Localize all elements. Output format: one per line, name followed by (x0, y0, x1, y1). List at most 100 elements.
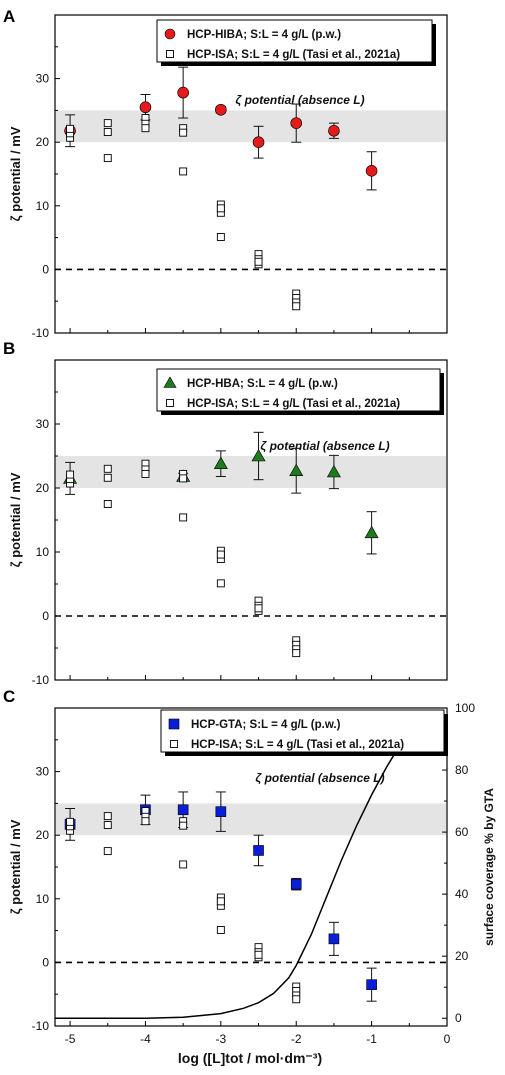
y2-axis-label: surface coverage % by GTA (482, 788, 496, 946)
y2-tick-label: 60 (455, 825, 469, 839)
y-axis-label: ζ potential / mV (8, 472, 23, 567)
x-tick-label: -2 (291, 1032, 302, 1046)
x-axis-label: log ([L]tot / mol·dm⁻³) (178, 1050, 322, 1066)
data-point-open-square (141, 817, 150, 826)
data-point-circle (365, 165, 378, 177)
data-point-open-square (66, 470, 75, 479)
data-point-open-square (216, 550, 225, 559)
y-tick-label: -10 (32, 1019, 50, 1033)
data-point-open-square (141, 469, 150, 478)
data-point-open-square (216, 926, 225, 934)
data-point-open-square (216, 897, 225, 906)
y2-tick-label: 20 (455, 949, 469, 963)
legend-label: HCP-ISA; S:L = 4 g/L (Tasi et al., 2021a… (187, 49, 400, 61)
data-point-open-square (103, 500, 112, 508)
data-point-open-square (103, 847, 112, 856)
data-point-square (290, 878, 302, 890)
data-point-open-square (254, 950, 263, 959)
y-tick-label: 10 (36, 892, 50, 906)
y2-tick-label: 40 (455, 887, 469, 901)
x-tick-label: -5 (65, 1032, 76, 1046)
data-point-open-square (66, 124, 75, 133)
band-label: ζ potential (absence L) (260, 439, 389, 453)
data-point-open-square (216, 579, 225, 588)
data-point-square (177, 804, 189, 816)
y2-tick-label: 100 (455, 701, 475, 715)
data-point-open-square (103, 473, 112, 482)
data-point-open-square (179, 513, 188, 522)
data-point-open-square (292, 995, 301, 1004)
legend-marker-open-square (166, 50, 174, 58)
reference-band (56, 803, 446, 836)
band-label: ζ potential (absence L) (255, 771, 384, 785)
legend-label: HCP-HBA; S:L = 4 g/L (p.w.) (187, 378, 338, 390)
y-tick-label: 0 (42, 609, 49, 623)
data-point-triangle (289, 463, 304, 477)
x-tick-label: -3 (216, 1032, 227, 1046)
y-tick-label: 30 (36, 765, 50, 779)
legend-marker-open-square (166, 399, 174, 407)
data-point-triangle (364, 525, 379, 539)
data-point-open-square (103, 119, 112, 128)
data-point-circle (139, 101, 152, 114)
legend-marker-triangle (163, 376, 177, 388)
data-point-open-square (216, 204, 225, 213)
y-tick-label: 20 (36, 135, 50, 149)
data-point-open-square (216, 233, 225, 241)
band-label: ζ potential (absence L) (235, 93, 364, 107)
y2-tick-label: 80 (455, 763, 469, 777)
legend-marker-circle (164, 28, 176, 40)
y-tick-label: 0 (42, 955, 49, 969)
data-point-square (366, 979, 377, 990)
legend-box (156, 368, 441, 412)
data-point-open-square (179, 860, 188, 869)
legend-label: HCP-ISA; S:L = 4 g/L (Tasi et al., 2021a… (187, 398, 400, 410)
data-point-open-square (103, 812, 112, 821)
y-tick-label: 30 (36, 72, 50, 86)
data-point-circle (177, 86, 189, 99)
coverage-curve (55, 710, 433, 1019)
data-point-open-square (179, 167, 188, 176)
panel-label: C (3, 687, 15, 706)
y-tick-label: -10 (32, 326, 50, 340)
y-tick-label: 0 (42, 262, 49, 276)
reference-band (56, 456, 446, 488)
legend-label: HCP-ISA; S:L = 4 g/L (Tasi et al., 2021a… (191, 739, 404, 751)
data-point-open-square (292, 649, 301, 658)
panel-label: B (3, 339, 15, 358)
data-point-square (215, 806, 227, 817)
x-tick-label: -1 (366, 1032, 377, 1046)
data-point-triangle (213, 456, 228, 469)
x-tick-label: 0 (444, 1032, 451, 1046)
data-point-circle (215, 103, 227, 116)
panel-label: A (3, 7, 15, 26)
data-point-open-square (292, 302, 301, 311)
data-point-circle (252, 136, 265, 148)
y-tick-label: 20 (36, 828, 50, 842)
x-tick-label: -4 (140, 1032, 151, 1046)
legend-marker-open-square (170, 740, 178, 748)
legend-label: HCP-HIBA; S:L = 4 g/L (p.w.) (187, 29, 341, 41)
legend-box (160, 709, 445, 753)
data-point-open-square (254, 604, 263, 613)
y-tick-label: 10 (36, 545, 50, 559)
data-point-open-square (179, 474, 188, 483)
data-point-open-square (103, 464, 112, 473)
y-tick-label: 30 (36, 417, 50, 431)
data-point-open-square (103, 128, 112, 136)
y-axis-label: ζ potential / mV (8, 819, 23, 914)
data-point-circle (328, 124, 340, 137)
data-point-square (328, 933, 340, 945)
reference-band (56, 110, 446, 143)
data-point-triangle (326, 464, 341, 478)
data-point-square (253, 845, 264, 856)
legend-marker-square (168, 718, 180, 730)
y-tick-label: -10 (32, 673, 50, 687)
data-point-triangle (251, 448, 266, 462)
data-point-open-square (254, 257, 263, 266)
data-point-open-square (179, 821, 188, 830)
data-point-open-square (66, 817, 75, 826)
legend-box (156, 19, 433, 63)
data-point-open-square (103, 821, 112, 829)
